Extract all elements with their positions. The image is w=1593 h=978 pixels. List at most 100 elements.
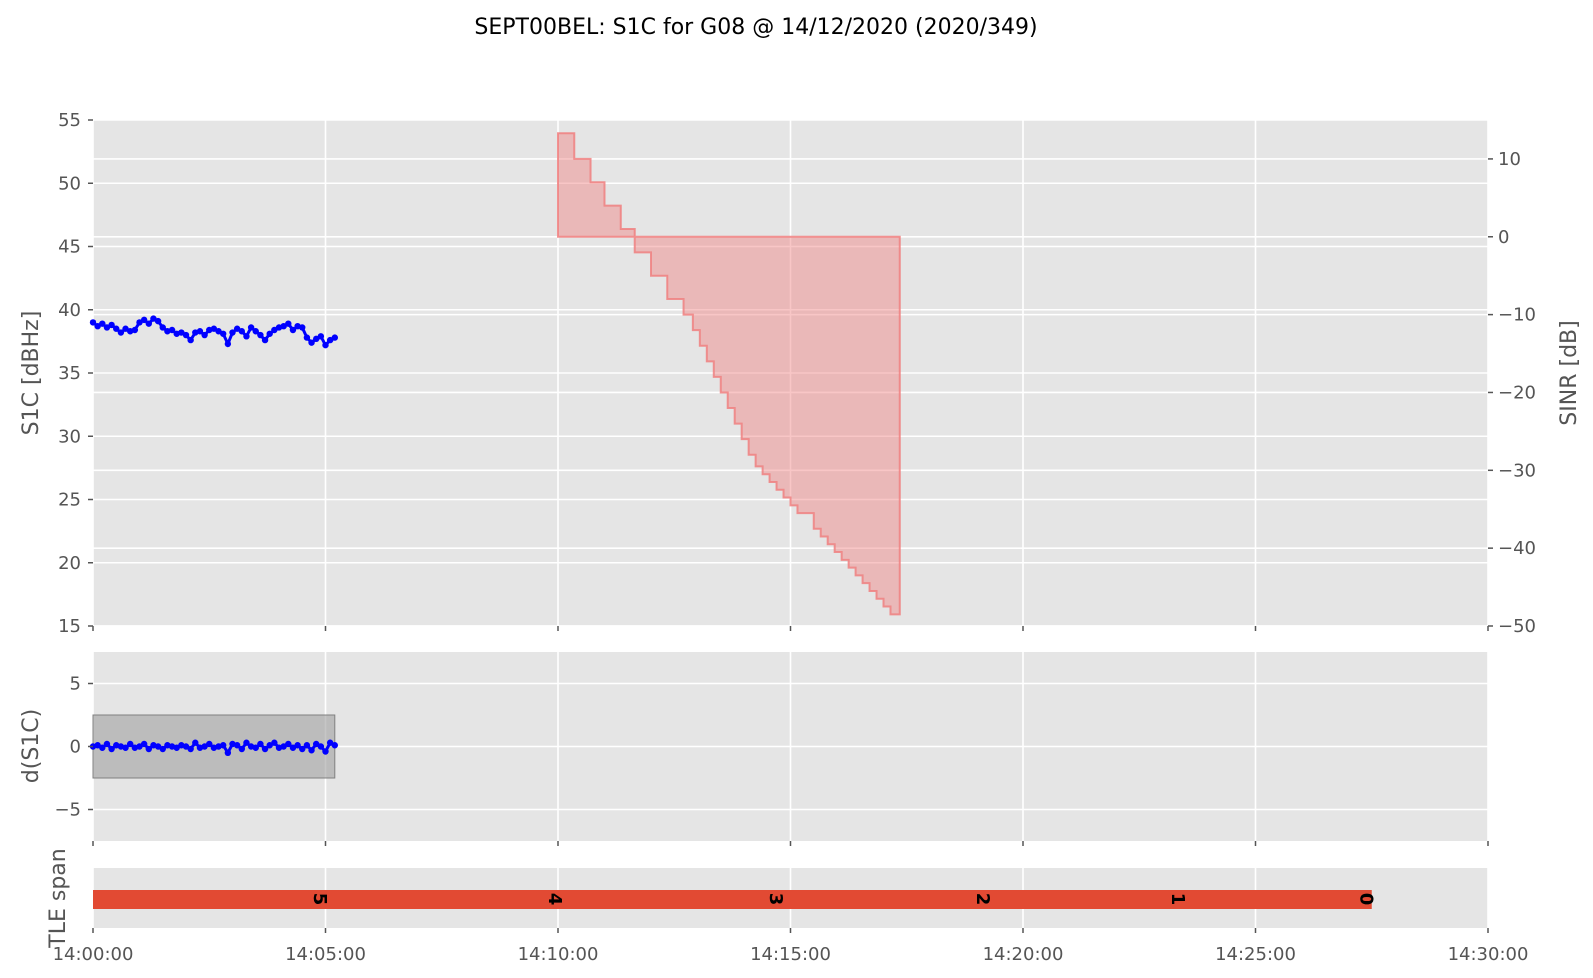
s1c-point [201, 331, 208, 339]
s1c-point [182, 331, 190, 339]
top-y-tick-label: 30 [58, 426, 81, 447]
right-y-tick-label: −40 [1498, 538, 1536, 559]
top-ylabel: S1C [dBHz] [19, 311, 44, 436]
s1c-point [331, 334, 338, 341]
s1c-point [266, 330, 273, 337]
top-y-tick-label: 15 [58, 616, 81, 637]
dS1C-point [159, 745, 166, 753]
s1c-point [308, 339, 315, 346]
right-y-tick-label: −20 [1498, 382, 1536, 403]
s1c-point [113, 325, 120, 332]
dS1C-point [317, 743, 325, 750]
s1c-point [154, 317, 162, 325]
bottom-ylabel: TLE span [46, 848, 71, 948]
top-y-tick-label: 20 [58, 553, 81, 574]
s1c-point [140, 316, 148, 324]
s1c-point [285, 320, 292, 327]
middle-y-tick-label: −5 [54, 800, 81, 821]
s1c-point [257, 331, 264, 339]
s1c-point [247, 324, 255, 331]
dS1C-point [127, 740, 134, 748]
x-tick-label: 14:15:00 [750, 944, 831, 965]
tle-span-marker: 4 [544, 893, 565, 906]
s1c-point [289, 326, 297, 334]
dS1C-point [285, 740, 292, 748]
x-tick-label: 14:00:00 [53, 944, 134, 965]
middle-y-tick-label: 5 [70, 674, 81, 695]
s1c-point [243, 333, 250, 340]
dS1C-point [220, 742, 227, 749]
dS1C-point [122, 744, 129, 751]
s1c-point [145, 320, 152, 327]
s1c-point [252, 328, 259, 335]
right-y-tick-label: −50 [1498, 616, 1536, 637]
dS1C-point [103, 740, 111, 748]
dS1C-point [303, 742, 311, 749]
chart-title: SEPT00BEL: S1C for G08 @ 14/12/2020 (202… [474, 15, 1037, 40]
right-y-tick-label: −10 [1498, 305, 1536, 326]
dS1C-point [294, 742, 301, 749]
dS1C-point [308, 747, 315, 754]
top-right-ylabel: SINR [dB] [1557, 320, 1582, 425]
dS1C-point [257, 740, 264, 748]
tle-span-marker: 5 [309, 893, 330, 906]
right-y-tick-label: 0 [1498, 227, 1509, 248]
middle-y-tick-label: 0 [70, 737, 81, 758]
x-tick-label: 14:10:00 [518, 944, 599, 965]
s1c-point [322, 341, 329, 349]
dS1C-point [331, 742, 338, 749]
right-y-tick-label: −30 [1498, 460, 1536, 481]
right-y-tick-label: 10 [1498, 149, 1521, 170]
dS1C-point [140, 740, 148, 748]
s1c-point [224, 340, 232, 348]
s1c-point [89, 319, 97, 326]
s1c-point [168, 326, 176, 334]
sinr-fill-area [557, 132, 901, 616]
top-y-tick-label: 35 [58, 363, 81, 384]
tle-span-marker: 1 [1167, 893, 1188, 906]
dS1C-point [145, 745, 152, 753]
dS1C-point [192, 739, 199, 746]
s1c-point [303, 334, 311, 341]
dS1C-point [99, 744, 106, 751]
top-y-tick-label: 45 [58, 237, 81, 258]
dS1C-point [224, 749, 232, 756]
top-y-tick-label: 40 [58, 300, 81, 321]
dS1C-point [243, 739, 250, 746]
s1c-point [238, 328, 245, 335]
dS1C-point [299, 745, 306, 753]
s1c-point [187, 336, 194, 344]
dS1C-point [238, 745, 245, 753]
plot-marks: 5 4 3 2 1 0 [89, 132, 1376, 909]
s1c-point [131, 326, 139, 334]
tle-span-marker: 2 [972, 893, 993, 906]
top-y-tick-label: 55 [58, 110, 81, 131]
s1c-point [220, 330, 227, 337]
dS1C-point [233, 742, 241, 749]
tle-span-marker: 0 [1355, 893, 1376, 906]
s1c-point [159, 324, 166, 331]
dS1C-point [108, 745, 115, 753]
x-tick-label: 14:25:00 [1215, 944, 1296, 965]
s1c-point [261, 336, 269, 344]
tle-span-marker: 3 [765, 893, 786, 906]
s1c-point [108, 321, 115, 329]
s1c-point [99, 320, 106, 327]
tick-marks: 14:00:00 14:05:00 14:10:00 14:15:00 14:20:00… [53, 110, 1536, 965]
dS1C-point [261, 745, 269, 753]
s1c-point [117, 329, 125, 336]
dS1C-point [322, 748, 329, 755]
s1c-point [229, 329, 236, 336]
middle-ylabel: d(S1C) [19, 709, 44, 783]
s1c-point [196, 328, 204, 335]
dS1C-point [187, 745, 194, 753]
dS1C-point [271, 739, 278, 746]
s1c-point [299, 324, 306, 331]
tle-span-bar [93, 890, 1372, 909]
dS1C-point [206, 740, 213, 748]
top-y-tick-label: 50 [58, 173, 81, 194]
top-y-tick-label: 25 [58, 490, 81, 511]
x-tick-label: 14:30:00 [1448, 944, 1529, 965]
s1c-point [317, 333, 325, 340]
